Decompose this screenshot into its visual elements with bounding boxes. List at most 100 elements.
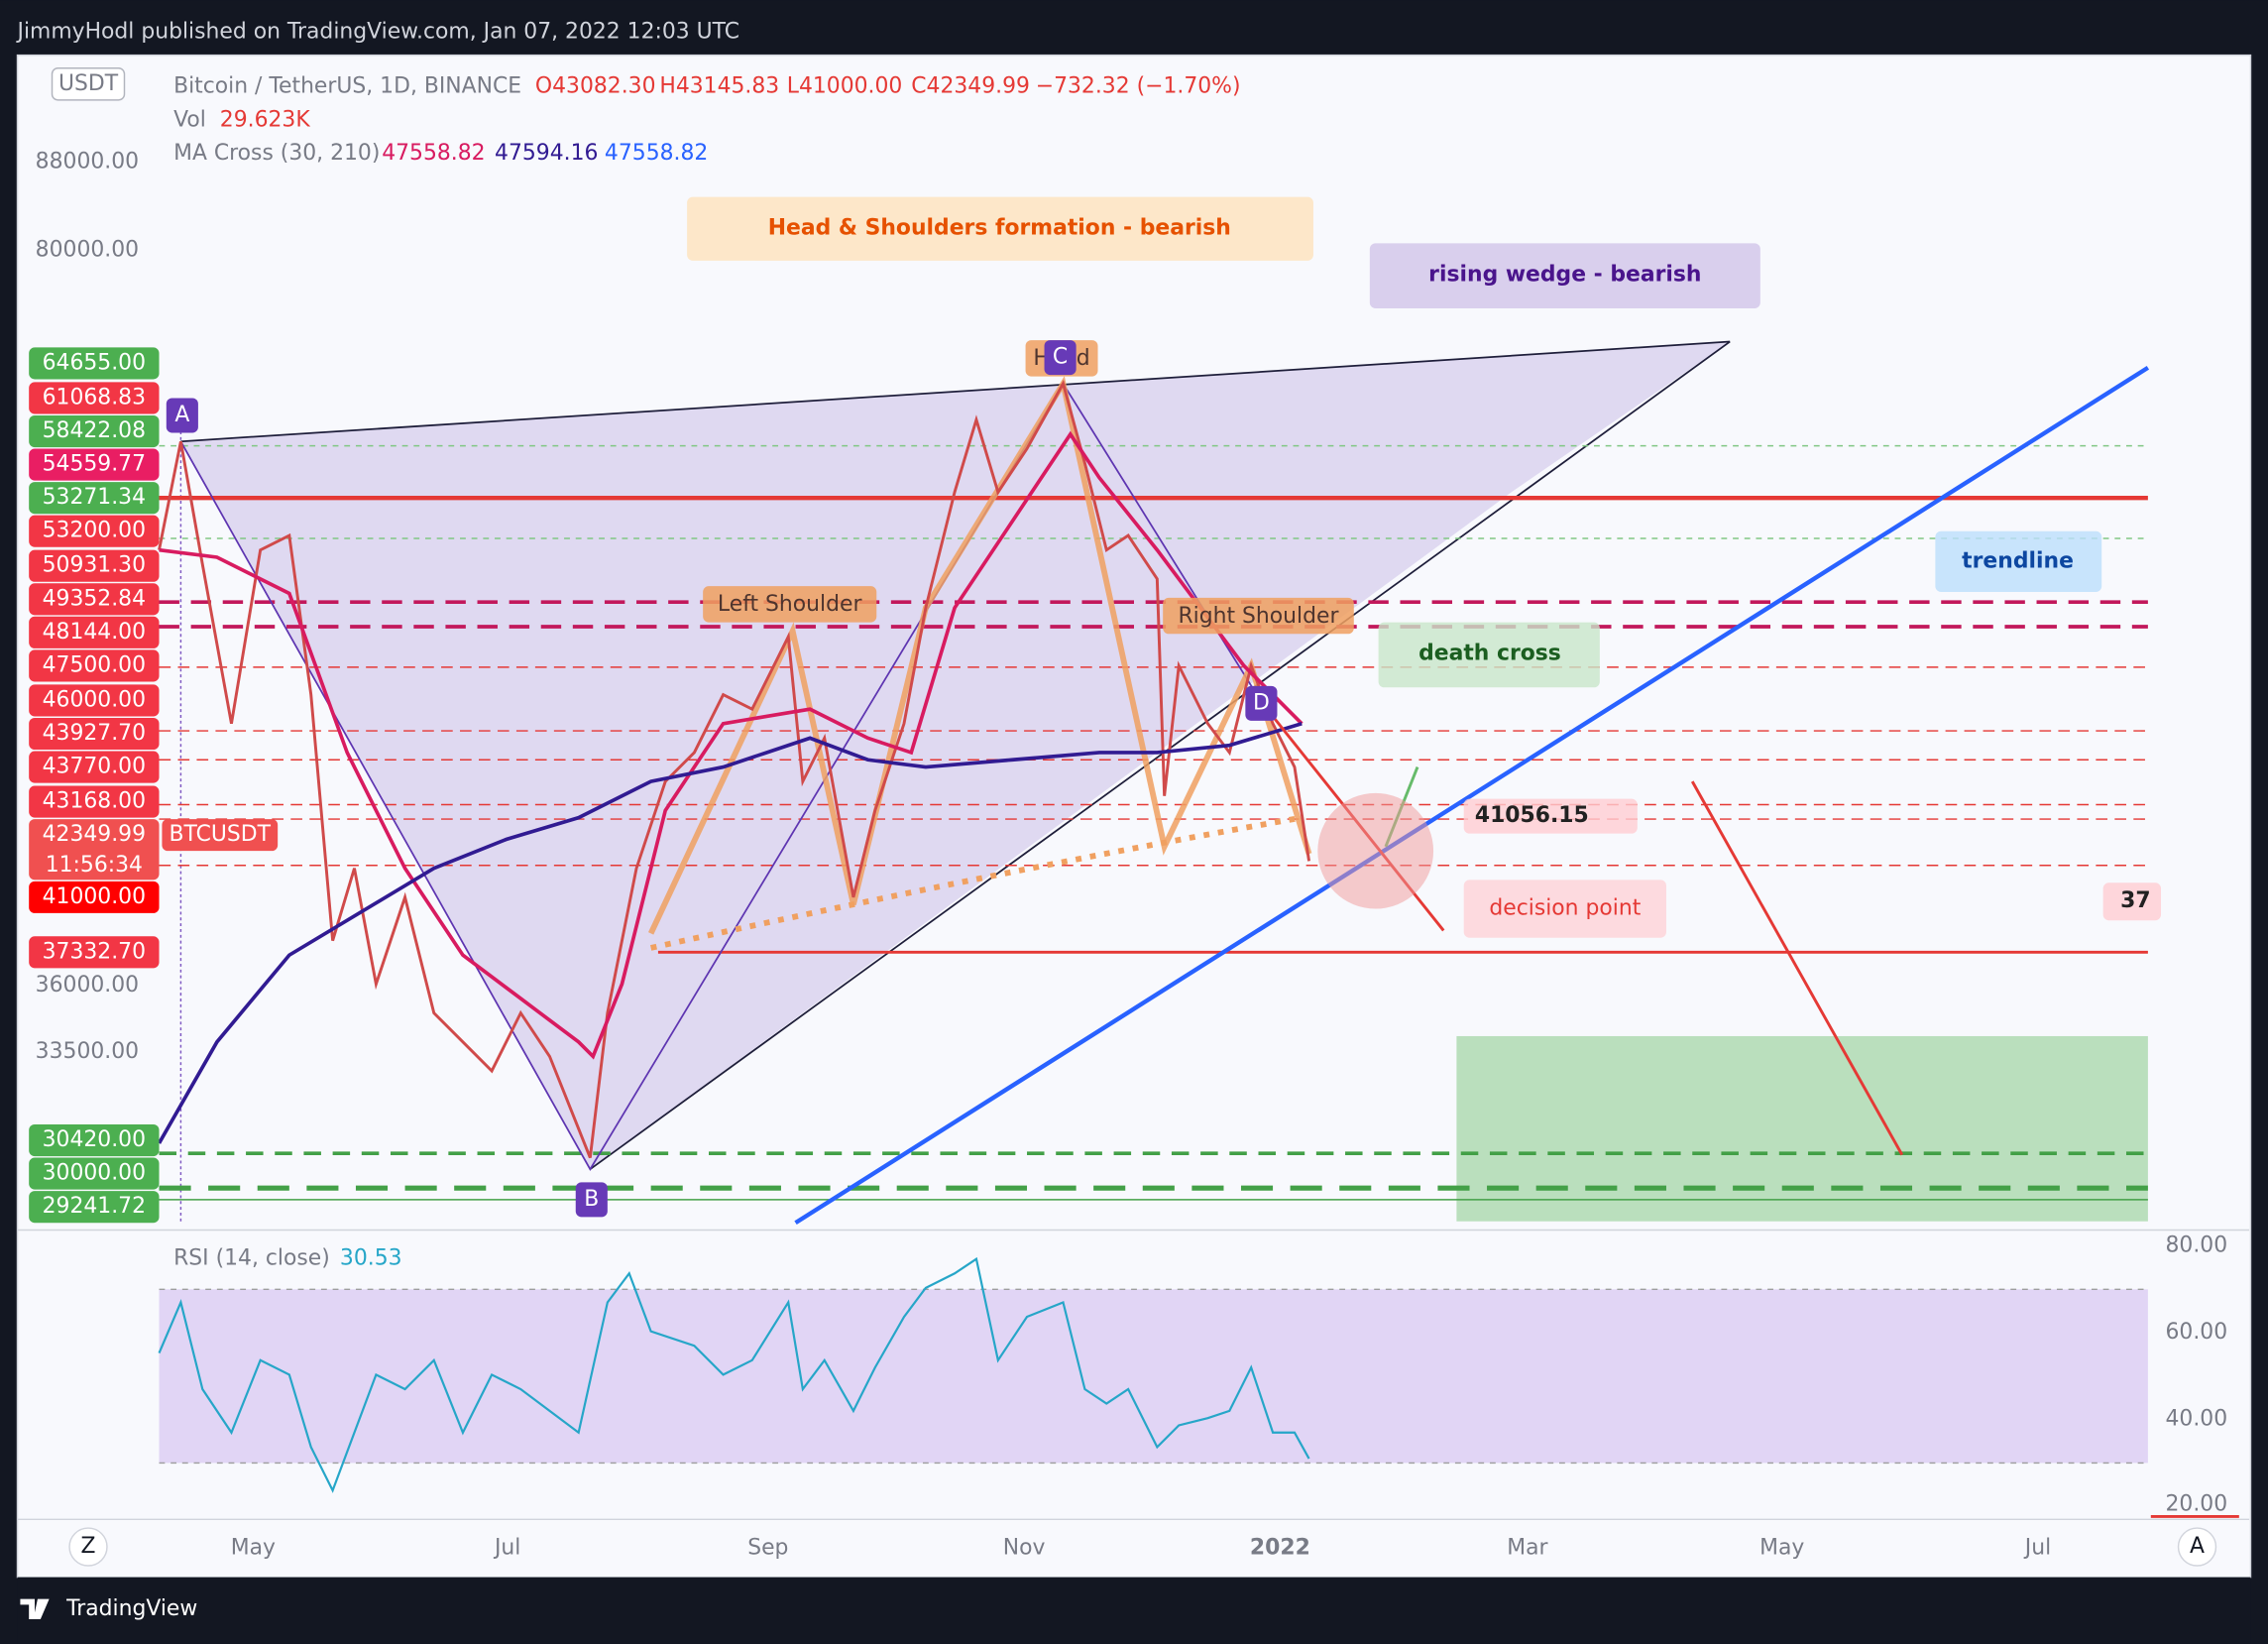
ma-value: 47594.16 [495,141,598,166]
price-label-box [29,649,160,682]
price-label-box [29,751,160,783]
label-box [1378,622,1600,688]
symbol-tag-box [162,819,279,852]
footer-bar [17,1577,2251,1644]
price-label-box [29,717,160,751]
price-label-box [29,881,160,913]
decision-circle [1317,792,1434,909]
price-label: 61068.83 [43,385,146,410]
price-label: 48144.00 [43,620,146,645]
price-label-box [29,549,160,582]
vol-label: Vol [173,107,206,132]
rsi-band [159,1289,2148,1464]
price-label-box [29,616,160,648]
rsi-tick: 20.00 [2166,1492,2228,1517]
price-label: 53271.34 [43,485,146,510]
rsi-tick: 80.00 [2166,1233,2228,1258]
arrow [1690,780,1904,1156]
price-tick: 80000.00 [36,238,139,263]
price-label: 50931.30 [43,553,146,578]
countdown: 11:56:34 [46,853,143,878]
brand-logo [20,1598,50,1620]
price-label: 46000.00 [43,687,146,712]
annotation: rising wedge - bearish [1428,262,1701,287]
annotation: Left Shoulder [718,592,862,617]
rsi-tick: 60.00 [2166,1320,2228,1345]
time-tick: Nov [1003,1536,1046,1561]
price-label-box [29,414,160,448]
vol-value: 29.623K [220,107,311,132]
annotation: 41056.15 [1475,803,1589,828]
price-label: 29241.72 [43,1194,146,1219]
price-path [158,380,1311,1159]
annotation: Head & Shoulders formation - bearish [768,216,1231,241]
price-label-box [29,1157,160,1190]
wedge-bottom [589,340,1731,1170]
point-box [1245,685,1278,721]
label-box [1463,880,1666,938]
point-label: A [174,403,189,427]
wedge-area [180,341,1731,1170]
point-label: D [1253,690,1270,715]
ma30 [159,430,1304,1060]
hs-pattern [647,376,1312,935]
label-box [1463,798,1638,834]
price-label: 47500.00 [43,652,146,677]
price-label: 58422.08 [43,418,146,443]
symbol-tag: BTCUSDT [170,822,272,847]
time-tick: 2022 [1250,1536,1310,1561]
ohlc: O43082.30 [535,74,656,99]
price-label: 43770.00 [43,755,146,779]
time-tick: Jul [2023,1536,2051,1561]
currency-badge [51,67,126,101]
ohlc: L41000.00 [787,74,903,99]
rsi-tick: 40.00 [2166,1407,2228,1432]
point-box [1044,340,1077,376]
control-button[interactable] [68,1527,108,1567]
price-label-box [29,785,160,818]
price-label: 53200.00 [43,519,146,543]
price-label-box [29,347,160,380]
annotation: Right Shoulder [1178,604,1338,629]
price-label: 30420.00 [43,1127,146,1152]
label-box [1163,597,1354,635]
point-box [166,398,198,433]
price-label-box [29,583,160,616]
price-label-box [29,1191,160,1224]
time-tick: May [1759,1536,1804,1561]
publisher: JimmyHodl published on TradingView.com, … [16,19,740,44]
price-label-box [29,936,160,969]
label-box [703,586,877,623]
wedge-top [180,340,1731,443]
rsi-line [158,1256,1310,1493]
ma-value: 47558.82 [382,141,485,166]
rsi-value: 30.53 [340,1246,402,1271]
control-button[interactable] [2177,1527,2217,1567]
price-label: 54559.77 [43,452,146,477]
price-tick: 88000.00 [36,150,139,175]
ma210 [157,722,1303,1144]
price-label-box [29,684,160,717]
annotation: death cross [1418,642,1561,666]
time-tick: May [231,1536,276,1561]
price-label: 64655.00 [43,350,146,375]
point-label: C [1053,345,1068,370]
price-label: 43168.00 [43,789,146,814]
price-tick: 36000.00 [36,973,139,998]
trendline [794,365,2150,1226]
price-label-box [29,819,160,881]
control-label[interactable]: Z [81,1534,96,1559]
price-label: 49352.84 [43,586,146,611]
control-label[interactable]: A [2190,1534,2205,1559]
price-label-box [29,448,160,481]
ma-value: 47558.82 [605,141,708,166]
point-box [575,1182,608,1218]
brand: TradingView [65,1596,197,1621]
price-label: 37332.70 [43,939,146,964]
ohlc: C42349.99 [911,74,1030,99]
price-tick: 33500.00 [36,1039,139,1064]
price-label: 43927.70 [43,721,146,746]
label-box [1369,243,1760,308]
price-label-box [29,482,160,515]
